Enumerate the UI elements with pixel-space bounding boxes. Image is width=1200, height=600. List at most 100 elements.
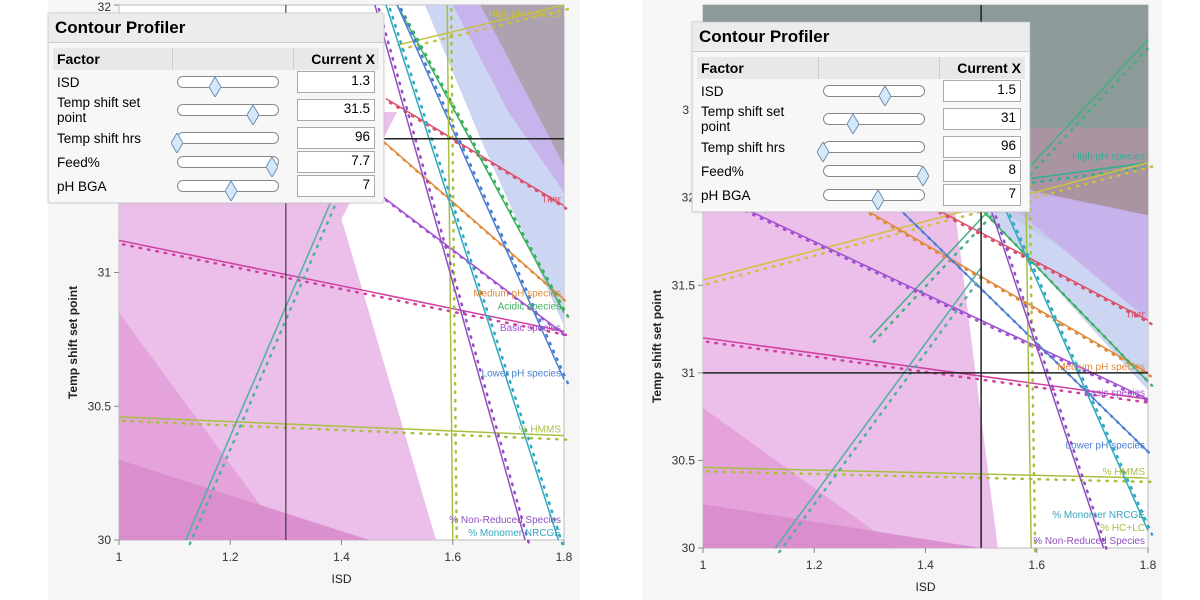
factor-name: pH BGA <box>701 187 751 203</box>
factor-value-input[interactable]: 8 <box>943 160 1021 182</box>
factor-table: Factor Current X ISD 1.3 Temp shift set poi… <box>53 48 379 201</box>
current-x-header: Current X <box>293 48 379 70</box>
slider-header <box>818 57 940 79</box>
contour-line <box>702 161 1149 281</box>
contour-label: Medium pH species <box>473 288 561 299</box>
factor-slider[interactable] <box>822 113 925 134</box>
factor-slider[interactable] <box>170 132 279 153</box>
y-tick-label: 31 <box>98 266 112 280</box>
contour-label: High pH species <box>488 9 561 20</box>
factor-value-input[interactable]: 96 <box>297 127 375 149</box>
factor-header: Factor <box>697 57 819 79</box>
slider-thumb-diamond-icon[interactable] <box>816 142 829 162</box>
contour-line <box>991 179 1149 531</box>
y-tick-label: 30.5 <box>88 399 112 413</box>
contour-line <box>702 337 1149 400</box>
contour-label: Medium pH species <box>1057 362 1145 373</box>
contour-label: Lower pH species <box>482 369 561 380</box>
slider-header <box>172 48 294 70</box>
contour-label: Lower pH species <box>1066 441 1145 452</box>
factor-value-input[interactable]: 7 <box>297 175 375 197</box>
contour-label: % Non-Reduced Species <box>1033 536 1145 547</box>
current-x-header: Current X <box>939 57 1025 79</box>
factor-table: Factor Current X ISD 1.5 Temp shift set poi… <box>697 57 1025 210</box>
contour-dots <box>399 7 570 51</box>
slider-thumb-diamond-icon[interactable] <box>878 86 891 106</box>
factor-value-input[interactable]: 1.3 <box>297 71 375 93</box>
contour-line <box>980 179 1105 549</box>
contour-region <box>703 504 982 548</box>
slider-thumb-diamond-icon[interactable] <box>916 166 929 186</box>
y-tick-label: 31.5 <box>672 278 696 292</box>
factor-slider[interactable] <box>176 156 279 177</box>
contour-profiler-left: High pH species Titer Medium pH species Aci… <box>48 0 580 600</box>
contour-dots <box>705 165 1154 286</box>
contour-profiler-panel: Contour Profiler Factor Current X ISD 1.3 T… <box>48 13 384 203</box>
factor-row: ISD 1.3 <box>53 70 379 97</box>
factor-slider[interactable] <box>822 165 929 186</box>
factor-name: Temp shift hrs <box>701 139 786 155</box>
factor-name: Feed% <box>57 154 100 170</box>
contour-dots <box>972 200 1154 387</box>
contour-line <box>118 416 565 437</box>
slider-thumb-diamond-icon[interactable] <box>208 77 221 97</box>
x-tick-label: 1.6 <box>1028 558 1045 572</box>
factor-value-input[interactable]: 96 <box>943 136 1021 158</box>
contour-label: % Monomer NRCGE <box>1052 510 1145 521</box>
contour-label: % Monomer NRCGE <box>468 528 561 539</box>
x-tick-label: 1.2 <box>806 558 823 572</box>
contour-line <box>385 97 565 207</box>
contour-label: % HC+LC <box>1100 523 1145 534</box>
factor-value-input[interactable]: 1.5 <box>943 80 1021 102</box>
contour-dots <box>1028 182 1037 554</box>
x-tick-label: 1.8 <box>556 550 573 564</box>
factor-slider[interactable] <box>822 189 925 210</box>
x-tick-label: 1.8 <box>1140 558 1157 572</box>
factor-slider[interactable] <box>822 85 925 106</box>
contour-dots <box>983 182 1109 554</box>
factor-slider[interactable] <box>176 76 279 97</box>
contour-line <box>702 466 1149 479</box>
factor-row: pH BGA 7 <box>53 174 379 201</box>
contour-line <box>969 197 1149 383</box>
contour-dots <box>778 270 987 554</box>
y-tick-label: 32 <box>682 191 696 205</box>
contour-dots <box>399 7 570 385</box>
contour-dots <box>383 141 570 305</box>
slider-thumb-diamond-icon[interactable] <box>224 181 237 201</box>
factor-slider[interactable] <box>176 180 279 201</box>
slider-thumb-diamond-icon[interactable] <box>846 114 859 134</box>
contour-region <box>480 5 564 166</box>
x-axis-label: ISD <box>915 580 935 594</box>
y-tick-label: 3 <box>682 103 689 117</box>
contour-dots <box>121 243 570 337</box>
factor-slider[interactable] <box>176 104 279 125</box>
contour-dots <box>388 7 564 546</box>
profiler-title: Contour Profiler <box>49 14 383 43</box>
x-tick-label: 1.6 <box>444 550 461 564</box>
slider-thumb-diamond-icon[interactable] <box>170 133 183 153</box>
contour-profiler-right: High pH species Titer Medium pH species Bas… <box>642 0 1162 600</box>
factor-value-input[interactable]: 31.5 <box>297 99 375 121</box>
factor-slider[interactable] <box>816 141 925 162</box>
factor-row: Temp shift set point 31.5 <box>53 94 379 126</box>
factor-value-input[interactable]: 7 <box>943 184 1021 206</box>
slider-thumb-diamond-icon[interactable] <box>265 157 278 177</box>
contour-label: High pH species <box>1072 152 1145 163</box>
x-tick-label: 1.4 <box>917 558 934 572</box>
contour-line <box>385 4 560 541</box>
contour-line <box>374 4 526 541</box>
contour-region <box>981 180 1148 321</box>
factor-value-input[interactable]: 31 <box>943 108 1021 130</box>
slider-thumb-diamond-icon[interactable] <box>871 190 884 210</box>
y-tick-label: 30 <box>682 541 696 555</box>
y-axis-label: Temp shift set point <box>650 290 664 403</box>
slider-thumb-diamond-icon[interactable] <box>246 105 259 125</box>
contour-label: Basic species <box>500 323 561 334</box>
factor-row: Temp shift hrs 96 <box>53 126 379 153</box>
y-tick-label: 30 <box>98 533 112 547</box>
x-tick-label: 1 <box>116 550 123 564</box>
factor-value-input[interactable]: 7.7 <box>297 151 375 173</box>
factor-row: Feed% 7.7 <box>53 150 379 177</box>
factor-name: pH BGA <box>57 178 107 194</box>
